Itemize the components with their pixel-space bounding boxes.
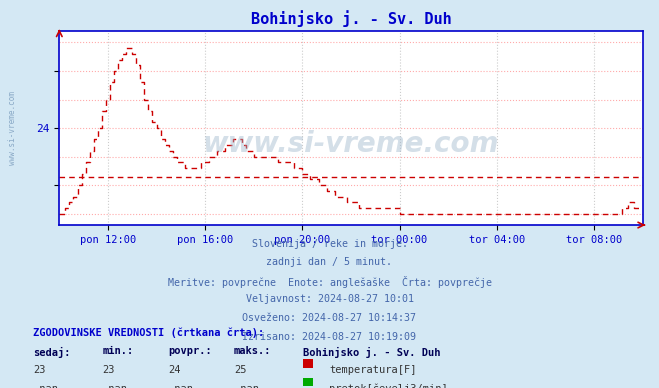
Text: Osveženo: 2024-08-27 10:14:37: Osveženo: 2024-08-27 10:14:37 xyxy=(243,313,416,323)
Text: min.:: min.: xyxy=(102,346,133,357)
Text: -nan: -nan xyxy=(33,384,58,388)
Text: Veljavnost: 2024-08-27 10:01: Veljavnost: 2024-08-27 10:01 xyxy=(246,294,413,305)
Text: ZGODOVINSKE VREDNOSTI (črtkana črta):: ZGODOVINSKE VREDNOSTI (črtkana črta): xyxy=(33,328,264,338)
Text: 25: 25 xyxy=(234,365,246,375)
Text: pretok[čevelj3/min]: pretok[čevelj3/min] xyxy=(330,384,448,388)
Text: 23: 23 xyxy=(33,365,45,375)
Text: www.si-vreme.com: www.si-vreme.com xyxy=(203,130,499,158)
Text: -nan: -nan xyxy=(102,384,127,388)
Text: zadnji dan / 5 minut.: zadnji dan / 5 minut. xyxy=(266,257,393,267)
Text: temperatura[F]: temperatura[F] xyxy=(330,365,417,375)
Text: Meritve: povprečne  Enote: anglešaške  Črta: povprečje: Meritve: povprečne Enote: anglešaške Črt… xyxy=(167,276,492,288)
Text: sedaj:: sedaj: xyxy=(33,346,71,357)
Text: Bohinjsko j. - Sv. Duh: Bohinjsko j. - Sv. Duh xyxy=(303,346,441,357)
Title: Bohinjsko j. - Sv. Duh: Bohinjsko j. - Sv. Duh xyxy=(250,10,451,27)
Text: 24: 24 xyxy=(168,365,181,375)
Text: maks.:: maks.: xyxy=(234,346,272,357)
Text: 23: 23 xyxy=(102,365,115,375)
Text: Izrisano: 2024-08-27 10:19:09: Izrisano: 2024-08-27 10:19:09 xyxy=(243,332,416,342)
Text: povpr.:: povpr.: xyxy=(168,346,212,357)
Text: -nan: -nan xyxy=(168,384,193,388)
Text: -nan: -nan xyxy=(234,384,259,388)
Text: www.si-vreme.com: www.si-vreme.com xyxy=(8,91,17,165)
Text: Slovenija / reke in morje.: Slovenija / reke in morje. xyxy=(252,239,407,249)
